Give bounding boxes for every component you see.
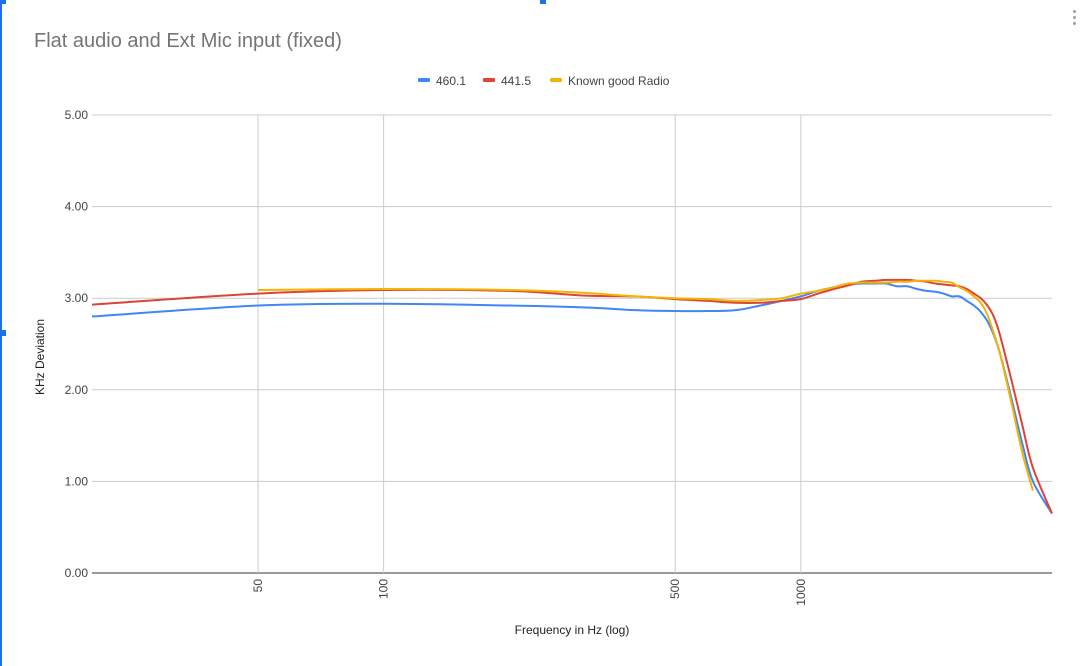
x-axis-ticks: 50 100 500 1000 bbox=[251, 579, 808, 606]
y-tick-label: 2.00 bbox=[65, 383, 89, 397]
legend-swatch bbox=[483, 78, 495, 82]
x-tick-label: 500 bbox=[668, 579, 682, 599]
legend-label: 460.1 bbox=[436, 74, 466, 88]
chart-menu-icon[interactable] bbox=[1071, 10, 1077, 30]
x-tick-label: 1000 bbox=[794, 579, 808, 606]
series-line-known-good-radio bbox=[257, 279, 1034, 491]
series-line-460-1 bbox=[91, 282, 1053, 515]
resize-handle-top-center[interactable] bbox=[540, 0, 546, 4]
y-tick-label: 5.00 bbox=[65, 108, 89, 122]
series-lines bbox=[91, 278, 1053, 515]
x-axis-title: Frequency in Hz (log) bbox=[515, 623, 630, 637]
x-tick-label: 50 bbox=[251, 579, 265, 593]
legend-label: Known good Radio bbox=[568, 74, 670, 88]
grid-lines bbox=[92, 114, 1052, 574]
resize-handle-top-left[interactable] bbox=[0, 0, 6, 4]
y-tick-label: 4.00 bbox=[65, 200, 89, 214]
y-tick-label: 1.00 bbox=[65, 474, 89, 488]
chart-title: Flat audio and Ext Mic input (fixed) bbox=[34, 30, 342, 52]
legend-swatch bbox=[550, 78, 562, 82]
y-tick-label: 0.00 bbox=[65, 566, 89, 580]
y-axis-title: KHz Deviation bbox=[33, 319, 47, 395]
legend: 460.1 441.5 Known good Radio bbox=[418, 74, 670, 88]
legend-label: 441.5 bbox=[501, 74, 531, 88]
series-line-441-5 bbox=[91, 278, 1053, 514]
y-axis-ticks: 0.00 1.00 2.00 3.00 4.00 5.00 bbox=[65, 108, 89, 580]
x-tick-label: 100 bbox=[377, 579, 391, 599]
legend-swatch bbox=[418, 78, 430, 82]
y-tick-label: 3.00 bbox=[65, 291, 89, 305]
resize-handle-left-center[interactable] bbox=[0, 330, 6, 336]
